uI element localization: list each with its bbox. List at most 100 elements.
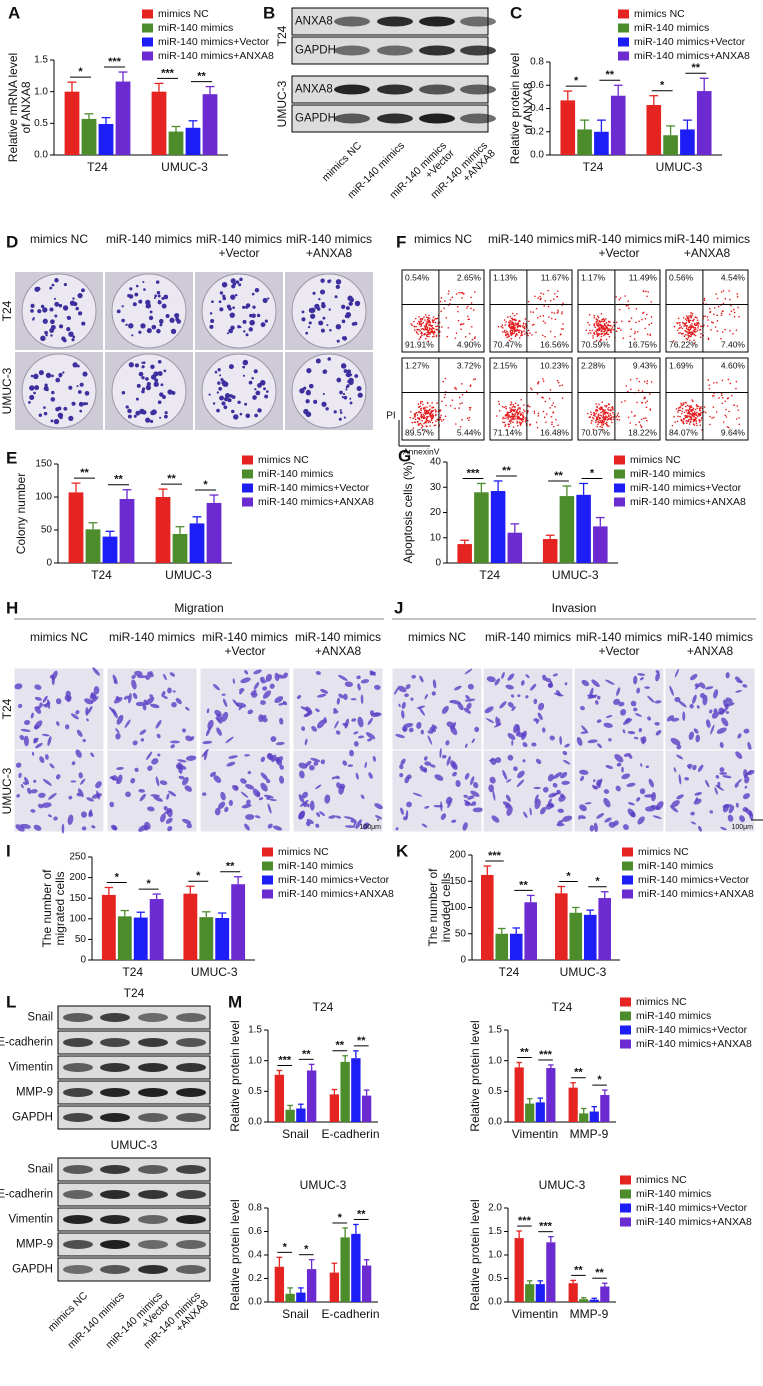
colony <box>140 323 145 328</box>
flow-event <box>736 381 738 383</box>
flow-event <box>522 412 524 414</box>
colony <box>80 383 84 387</box>
flow-event <box>596 332 598 334</box>
flow-event <box>466 307 468 309</box>
flow-event <box>685 324 687 326</box>
flow-event <box>471 326 473 328</box>
flow-event <box>523 330 525 332</box>
flow-event <box>512 322 514 324</box>
flow-event <box>693 327 695 329</box>
chart-title: UMUC-3 <box>539 1178 586 1192</box>
flow-event <box>709 416 711 418</box>
colony <box>42 307 47 312</box>
flow-event <box>705 412 707 414</box>
flow-event <box>593 415 595 417</box>
flow-event <box>561 384 563 386</box>
flow-event <box>420 423 422 425</box>
flow-event <box>548 316 550 318</box>
colony <box>217 381 220 384</box>
colony <box>222 383 226 387</box>
flow-event <box>729 330 731 332</box>
colony <box>146 305 149 308</box>
flow-event <box>470 385 472 387</box>
flow-event <box>432 422 434 424</box>
colony <box>352 322 356 326</box>
bar <box>203 94 218 155</box>
flow-event <box>469 417 471 419</box>
blot-band <box>334 85 370 95</box>
flow-event <box>536 308 538 310</box>
flow-event <box>695 331 697 333</box>
flow-event <box>597 315 599 317</box>
y-tick-label: 50 <box>75 934 87 945</box>
flow-event <box>722 397 724 399</box>
band-label: Snail <box>27 1012 53 1024</box>
flow-event <box>647 333 649 335</box>
flow-event <box>516 422 518 424</box>
flow-event <box>504 319 506 321</box>
flow-event <box>701 417 703 419</box>
legend-swatch <box>142 10 153 19</box>
colony <box>310 308 315 313</box>
flow-event <box>454 408 456 410</box>
flow-event <box>505 332 507 334</box>
flow-event <box>510 316 512 318</box>
y-tick-label: 0.5 <box>34 118 48 129</box>
legend-label: miR-140 mimics+Vector <box>636 1202 748 1214</box>
flow-event <box>689 421 691 423</box>
flow-event <box>424 319 426 321</box>
scale-bar-label: 100μm <box>731 824 753 831</box>
colony <box>233 414 238 419</box>
flow-event <box>509 411 511 413</box>
flow-event <box>430 413 432 415</box>
flow-event <box>704 298 706 300</box>
flow-event <box>522 415 524 417</box>
flow-event <box>467 316 469 318</box>
colony <box>232 395 236 399</box>
flow-event <box>474 291 476 293</box>
flow-event <box>423 329 425 331</box>
legend-swatch <box>142 24 153 33</box>
column-header: +Vector <box>224 644 265 658</box>
colony <box>266 390 269 393</box>
flow-event <box>677 329 679 331</box>
colony <box>127 409 131 413</box>
flow-event <box>690 312 692 314</box>
y-tick-label: 250 <box>69 852 86 863</box>
colony <box>82 372 87 377</box>
flow-event <box>461 323 463 325</box>
flow-event <box>642 390 644 392</box>
flow-event <box>680 403 682 405</box>
significance-label: *** <box>108 56 122 68</box>
flow-event <box>686 415 688 417</box>
colony <box>175 317 179 321</box>
colony <box>171 329 176 334</box>
significance-label: * <box>203 479 208 491</box>
colony <box>127 294 130 297</box>
colony <box>209 393 211 395</box>
flow-event <box>525 318 527 320</box>
blot-band <box>176 1265 206 1274</box>
legend-label: miR-140 mimics+ANXA8 <box>636 1038 752 1050</box>
flow-event <box>415 326 417 328</box>
y-tick-label: 0.0 <box>34 150 48 161</box>
flow-event <box>590 422 592 424</box>
colony <box>256 391 261 396</box>
flow-event <box>515 319 517 321</box>
x-tick-label: T24 <box>583 160 604 174</box>
flow-event <box>731 395 733 397</box>
flow-event <box>645 291 647 293</box>
band-label: MMP-9 <box>16 1087 53 1099</box>
flow-event <box>549 398 551 400</box>
blot-band <box>176 1013 206 1022</box>
legend-swatch <box>620 1204 631 1213</box>
flow-event <box>686 422 688 424</box>
flow-event <box>698 325 700 327</box>
flow-event <box>619 327 621 329</box>
quadrant-percent: 2.28% <box>581 360 606 370</box>
significance-label: ** <box>197 71 206 83</box>
y-tick-label: 200 <box>449 850 466 861</box>
colony <box>350 402 353 405</box>
flow-event <box>588 333 590 335</box>
flow-event <box>695 413 697 415</box>
